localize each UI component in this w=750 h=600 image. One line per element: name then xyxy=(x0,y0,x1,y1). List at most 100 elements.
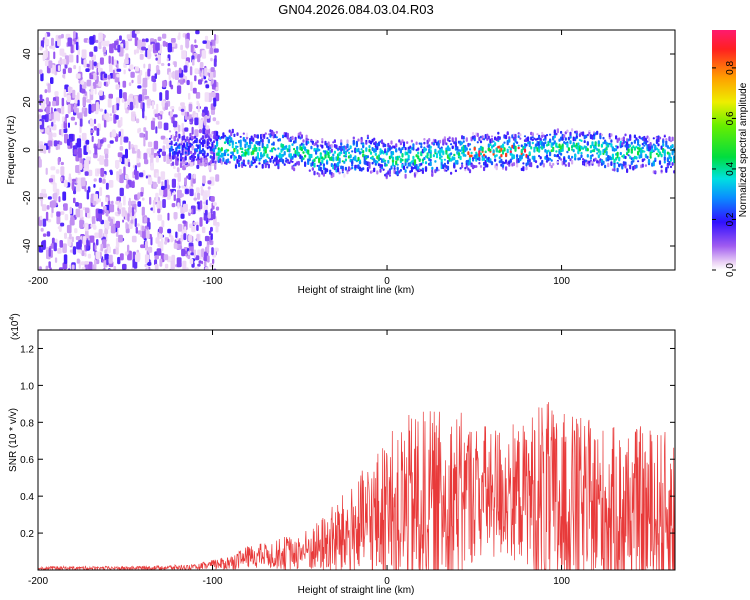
heatmap-cell xyxy=(207,212,211,219)
heatmap-cell xyxy=(574,154,577,158)
heatmap-cell xyxy=(222,136,225,139)
heatmap-cell xyxy=(155,126,158,134)
heatmap-cell xyxy=(347,148,351,151)
heatmap-cell xyxy=(321,138,324,142)
heatmap-cell xyxy=(123,69,126,75)
heatmap-cell xyxy=(660,153,663,158)
heatmap-cell xyxy=(83,59,87,68)
heatmap-cell xyxy=(119,157,122,163)
heatmap-cell xyxy=(93,118,97,124)
heatmap-cell xyxy=(113,265,117,270)
heatmap-cell xyxy=(456,146,459,151)
heatmap-cell xyxy=(145,230,150,239)
heatmap-cell xyxy=(332,172,335,178)
heatmap-cell xyxy=(638,135,641,139)
heatmap-cell xyxy=(390,140,393,145)
heatmap-cell xyxy=(340,147,343,152)
heatmap-cell xyxy=(395,149,398,153)
heatmap-cell xyxy=(168,130,172,133)
heatmap-cell xyxy=(547,142,550,146)
heatmap-cell xyxy=(197,153,200,157)
heatmap-cell xyxy=(483,138,486,141)
heatmap-cell xyxy=(525,166,528,171)
heatmap-cell xyxy=(86,79,92,87)
heatmap-cell xyxy=(202,40,207,44)
heatmap-cell xyxy=(73,65,77,70)
heatmap-cell xyxy=(401,158,404,162)
heatmap-cell xyxy=(305,137,308,142)
heatmap-cell xyxy=(483,166,486,172)
heatmap-cell xyxy=(420,162,423,166)
heatmap-cell xyxy=(186,142,189,148)
heatmap-cell xyxy=(615,135,618,140)
heatmap-cell xyxy=(174,61,177,68)
heatmap-cell xyxy=(166,57,169,62)
heatmap-cell xyxy=(181,248,186,257)
heatmap-cell xyxy=(241,147,244,151)
heatmap-cell xyxy=(104,153,109,159)
heatmap-cell xyxy=(70,44,74,54)
heatmap-cell xyxy=(81,266,86,270)
heatmap-cell xyxy=(81,107,85,114)
heatmap-cell xyxy=(204,92,209,102)
heatmap-cell xyxy=(297,152,300,156)
heatmap-cell xyxy=(192,157,195,161)
heatmap-cell xyxy=(293,167,296,172)
heatmap-cell xyxy=(550,159,553,162)
heatmap-cell xyxy=(162,199,166,208)
heatmap-cell xyxy=(54,91,59,96)
heatmap-cell xyxy=(201,248,205,258)
heatmap-cell xyxy=(41,188,46,194)
heatmap-cell xyxy=(63,89,67,98)
heatmap-cell xyxy=(341,168,344,172)
heatmap-cell xyxy=(93,183,96,188)
heatmap-cell xyxy=(79,118,83,127)
heatmap-cell xyxy=(561,148,564,152)
heatmap-cell xyxy=(478,162,481,165)
heatmap-cell xyxy=(291,143,294,146)
heatmap-cell xyxy=(161,185,165,190)
heatmap-cell xyxy=(230,155,233,159)
heatmap-cell xyxy=(577,150,580,154)
heatmap-cell xyxy=(152,78,157,83)
heatmap-cell xyxy=(319,152,322,156)
heatmap-cell xyxy=(170,140,173,146)
heatmap-cell xyxy=(613,167,616,172)
heatmap-cell xyxy=(41,240,46,250)
heatmap-cell xyxy=(495,165,498,171)
heatmap-cell xyxy=(354,155,357,160)
heatmap-cell xyxy=(519,133,522,137)
heatmap-cell xyxy=(247,147,250,151)
heatmap-cell xyxy=(115,160,120,169)
heatmap-cell xyxy=(552,162,555,166)
heatmap-cell xyxy=(195,92,201,99)
heatmap-cell xyxy=(426,156,429,159)
heatmap-cell xyxy=(64,116,67,123)
heatmap-cell xyxy=(131,79,134,84)
heatmap-cell xyxy=(321,140,324,144)
heatmap-cell xyxy=(660,169,663,173)
heatmap-cell xyxy=(91,216,96,225)
heatmap-cell xyxy=(40,227,44,232)
heatmap-cell xyxy=(82,236,87,246)
heatmap-cell xyxy=(605,146,608,151)
heatmap-cell xyxy=(589,154,592,160)
heatmap-cell xyxy=(382,168,385,171)
heatmap-cell xyxy=(575,135,578,138)
heatmap-cell xyxy=(77,147,82,158)
heatmap-cell xyxy=(187,139,190,145)
heatmap-x-ticks: -200 -100 0 100 xyxy=(28,30,570,287)
heatmap-cell xyxy=(369,151,373,154)
heatmap-cell xyxy=(98,62,101,71)
heatmap-cell xyxy=(263,136,266,139)
heatmap-cell xyxy=(130,71,135,78)
heatmap-cell xyxy=(175,231,178,238)
heatmap-cell xyxy=(489,143,492,146)
heatmap-cell xyxy=(194,135,197,139)
heatmap-cell xyxy=(184,127,189,132)
heatmap-cell xyxy=(233,148,236,153)
heatmap-cell xyxy=(624,155,627,160)
heatmap-cell xyxy=(172,148,175,151)
heatmap-cell xyxy=(182,78,186,83)
heatmap-cell xyxy=(137,192,141,200)
